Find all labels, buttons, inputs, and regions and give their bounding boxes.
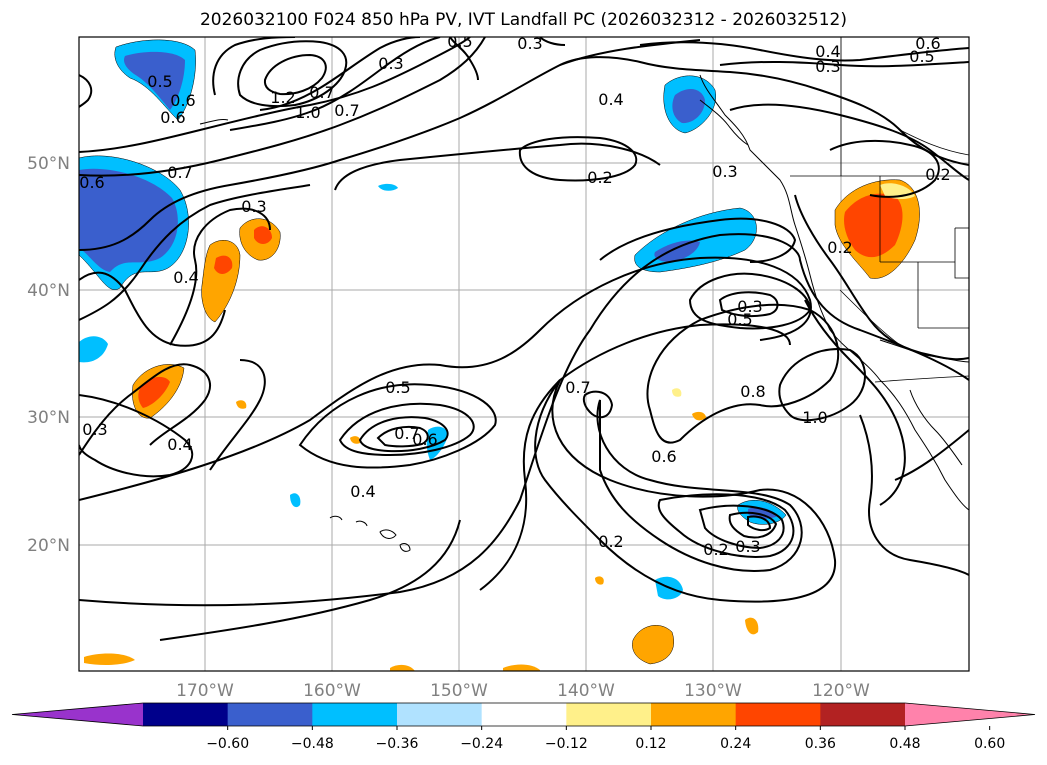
lon-label-130w: 130°W [684,681,742,701]
contour-label: 0.3 [378,54,403,73]
colorbar-min-extension [12,703,143,726]
contour-label: 1.0 [295,103,320,122]
borders [790,37,969,383]
gridlines [79,37,969,671]
latitude-axis: 50°N 40°N 30°N 20°N [27,154,70,556]
colorbar-segment [481,703,567,726]
pv-contours [79,37,969,641]
contour-label: 0.4 [598,90,623,109]
colorbar-segment [651,703,737,726]
colorbar-outline [11,702,1036,727]
lon-label-150w: 150°W [430,681,488,701]
longitude-axis: 170°W 160°W 150°W 140°W 130°W 120°W [176,681,870,701]
contour-labels: 0.3 0.40.30.50.60.60.51.21.0 0.70.3 0.50.60… [79,32,950,559]
contour-label: 0.5 [727,310,752,329]
contour-label: 0.5 [385,378,410,397]
contour-label: 0.2 [925,165,950,184]
contour-label: 0.2 [598,532,623,551]
map-title: 2026032100 F024 850 hPa PV, IVT Landfall… [199,10,847,30]
contour-label: 0.5 [909,47,934,66]
colorbar-ticks: −0.60 −0.48 −0.36 −0.24 −0.12 0.12 0.24 0.36 0.4… [206,726,1005,752]
map-background [79,37,969,671]
contour-label: 0.3 [737,297,762,316]
ivt-shading [79,39,920,671]
lon-label-160w: 160°W [303,681,361,701]
contour-label: 0.6 [160,108,185,127]
contour-label: 0.7 [309,83,334,102]
colorbar-tick-label: −0.36 [376,736,419,752]
contour-label: 0.3 [241,197,266,216]
contour-label: 0.3 [735,537,760,556]
colorbar-segment [227,703,313,726]
colorbar-tick-label: 0.60 [974,736,1005,752]
lon-label-120w: 120°W [812,681,870,701]
colorbar-tick-label: −0.48 [291,736,334,752]
contour-label: 0.7 [167,163,192,182]
map-frame [78,36,970,672]
contour-label: 1.2 [270,88,295,107]
contour-label: 0.4 [173,268,198,287]
contour-label: 0.5 [147,72,172,91]
contour-label: 0.6 [170,91,195,110]
lat-label-20n: 20°N [27,536,70,556]
contour-label: 0.3 [712,162,737,181]
lat-label-50n: 50°N [27,154,70,174]
contour-label: 0.7 [565,378,590,397]
colorbar-segment [820,703,906,726]
colorbar-segment [566,703,652,726]
contour-label: 0.3 [517,34,542,53]
contour-label: 0.8 [740,382,765,401]
lon-label-140w: 140°W [557,681,615,701]
contour-label: 0.6 [412,430,437,449]
colorbar: −0.60 −0.48 −0.36 −0.24 −0.12 0.12 0.24 0.36 0.4… [11,702,1036,752]
lon-label-170w: 170°W [176,681,234,701]
contour-label: 0.4 [167,435,192,454]
colorbar-tick-label: 0.48 [889,736,920,752]
contour-label: 0.3 [815,57,840,76]
contour-label: 0.2 [587,168,612,187]
contour-label: 0.3 [82,420,107,439]
coastlines [199,74,969,552]
contour-label: 0.2 [703,540,728,559]
colorbar-tick-label: 0.36 [805,736,836,752]
contour-label: 0.7 [334,101,359,120]
colorbar-tick-label: 0.12 [635,736,666,752]
contour-label: 0.6 [79,173,104,192]
lat-label-40n: 40°N [27,281,70,301]
colorbar-tick-label: −0.24 [460,736,503,752]
contour-label: 0.5 [447,32,472,51]
lat-label-30n: 30°N [27,408,70,428]
contour-label: 0.6 [915,34,940,53]
contour-label: 0.2 [827,238,852,257]
colorbar-segment [143,703,229,726]
colorbar-segment [312,703,398,726]
colorbar-tick-label: 0.24 [720,736,751,752]
contour-label: 0.7 [394,424,419,443]
contour-label: 0.6 [651,447,676,466]
colorbar-tick-label: −0.60 [206,736,249,752]
map-content: 0.3 0.40.30.50.60.60.51.21.0 0.70.3 0.50.60… [79,32,969,671]
colorbar-segment [735,703,821,726]
colorbar-segments [11,702,1036,727]
contour-label: 0.4 [350,482,375,501]
colorbar-segment [397,703,483,726]
contour-label: 0.4 [815,42,840,61]
contour-label: 1.0 [802,408,827,427]
colorbar-tick-label: −0.12 [545,736,588,752]
colorbar-max-extension [905,703,1035,726]
